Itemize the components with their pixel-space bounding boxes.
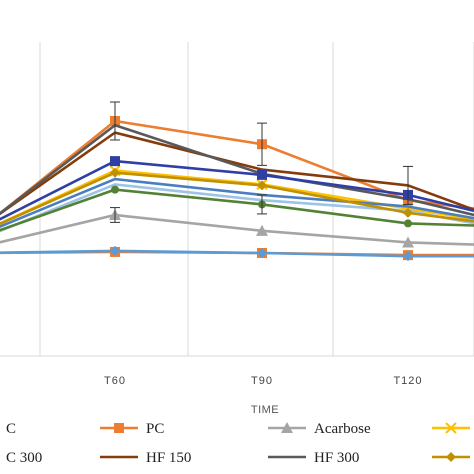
series-group	[0, 208, 474, 248]
legend-item: C	[6, 421, 16, 437]
data-point	[257, 169, 267, 180]
x-tick-label: T120	[393, 375, 422, 387]
data-point	[402, 236, 414, 248]
data-point	[110, 245, 120, 256]
data-point	[257, 248, 267, 258]
series-group	[0, 245, 474, 262]
series-line	[0, 119, 474, 216]
data-point	[256, 224, 268, 236]
legend-marker	[114, 423, 124, 433]
data-point	[111, 185, 119, 194]
legend-label: HF 300	[314, 450, 359, 466]
series-line	[0, 213, 474, 246]
legend-item: Acarbose	[268, 421, 371, 437]
chart-series	[0, 101, 474, 262]
series-line	[0, 249, 474, 258]
x-tick-label: T90	[251, 375, 273, 387]
error-bar	[257, 194, 267, 215]
data-point	[110, 167, 120, 178]
data-point	[404, 219, 412, 228]
series-group	[0, 167, 474, 226]
legend-label: Acarbose	[314, 421, 371, 437]
legend-label: PC	[146, 421, 164, 437]
series-group	[0, 116, 474, 216]
legend-item: PC	[100, 421, 164, 437]
error-bar	[110, 101, 120, 141]
legend-item: C 300	[6, 450, 42, 466]
legend-label: C 300	[6, 450, 42, 466]
x-tick-label: T60	[104, 375, 126, 387]
data-point	[403, 207, 413, 218]
chart-legend: C PC Acarbose C 300 HF 150 HF 300	[6, 421, 470, 466]
data-point	[257, 180, 267, 191]
error-bar	[110, 207, 120, 223]
x-axis-title: TIME	[251, 404, 279, 416]
legend-item	[432, 452, 470, 462]
legend-label: HF 150	[146, 450, 191, 466]
error-bar	[403, 165, 413, 205]
data-point	[110, 156, 120, 167]
legend-marker	[281, 422, 293, 433]
series-line	[0, 131, 474, 216]
legend-item	[432, 422, 470, 434]
legend-item: HF 150	[100, 450, 191, 466]
x-axis-ticks: T60 T90 T120	[104, 375, 422, 387]
legend-marker	[445, 422, 457, 434]
data-point	[403, 251, 413, 262]
legend-marker	[446, 452, 456, 462]
legend-label: C	[6, 421, 16, 437]
legend-item: HF 300	[268, 450, 359, 466]
series-group	[0, 131, 474, 216]
error-bar	[257, 122, 267, 166]
